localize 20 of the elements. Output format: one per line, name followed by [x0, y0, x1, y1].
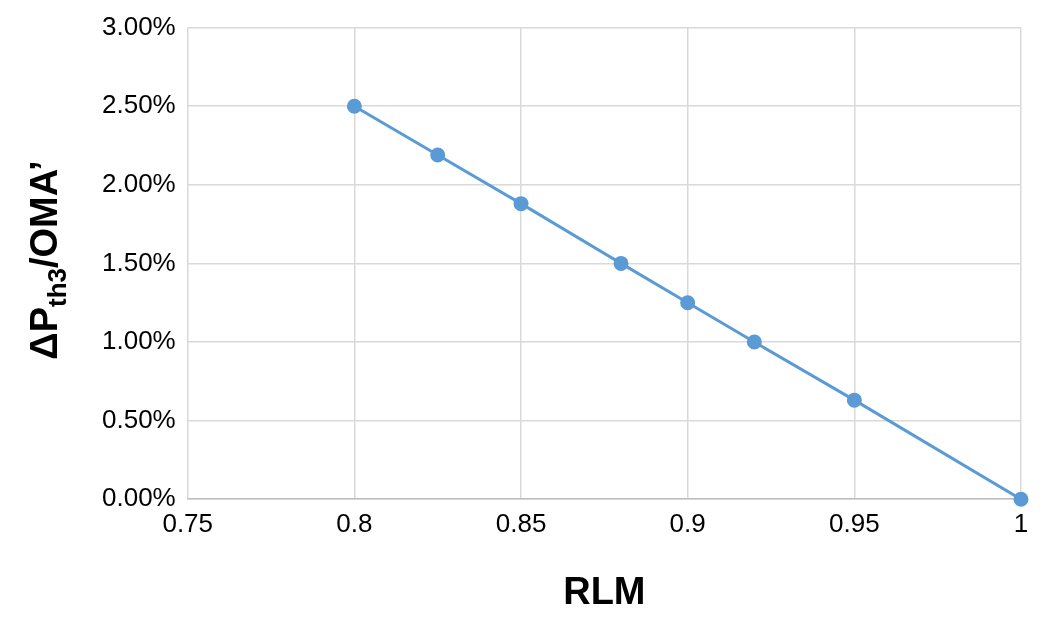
y-tick-label: 1.50% [101, 246, 176, 277]
point [846, 392, 862, 408]
x-axis-title: RLM [563, 569, 646, 612]
point [513, 196, 529, 212]
point [746, 334, 762, 350]
y-tick-label: 1.00% [101, 325, 176, 356]
y-tick-label: 0.50% [101, 403, 176, 434]
point [430, 147, 446, 163]
y-tick-label: 3.00% [101, 10, 176, 41]
x-tick-label: 0.95 [829, 507, 880, 538]
point [346, 98, 362, 114]
y-tick-label: 2.00% [101, 167, 176, 198]
point [1013, 491, 1029, 507]
point [680, 295, 696, 311]
x-tick-label: 1 [1013, 507, 1029, 538]
x-tick-label: 0.85 [495, 507, 547, 538]
point [613, 255, 629, 271]
x-tick-label: 0.9 [669, 507, 706, 538]
y-tick-label: 2.50% [101, 89, 176, 120]
x-tick-label: 0.8 [336, 507, 373, 538]
